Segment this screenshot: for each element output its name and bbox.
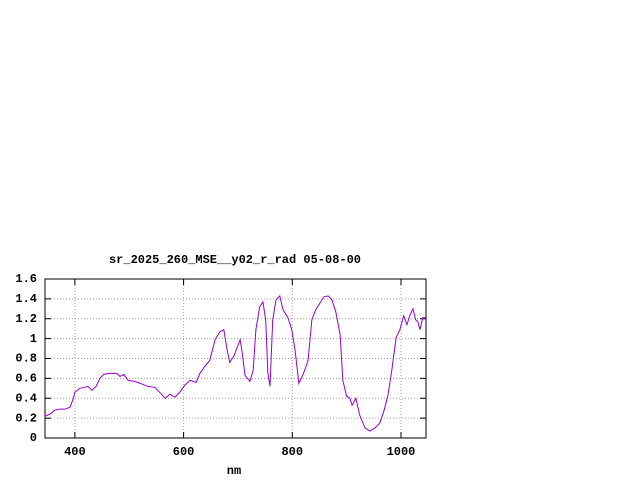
- x-tick-label: 800: [281, 445, 303, 459]
- y-tick-label: 0.8: [15, 352, 37, 366]
- y-tick-label: 0.6: [15, 372, 37, 386]
- y-tick-label: 1.2: [15, 312, 37, 326]
- data-line: [44, 294, 426, 432]
- chart-title: sr_2025_260_MSE__y02_r_rad 05-08-00: [109, 253, 361, 267]
- y-tick-label: 0.2: [15, 411, 37, 425]
- y-tick-label: 0: [30, 431, 37, 445]
- x-tick-label: 1000: [387, 445, 416, 459]
- x-tick-label: 600: [173, 445, 195, 459]
- x-axis-label: nm: [227, 464, 241, 478]
- x-tick-label: 400: [64, 445, 86, 459]
- y-tick-label: 1: [30, 332, 37, 346]
- plot-border: [44, 278, 427, 439]
- y-tick-label: 1.4: [15, 292, 37, 306]
- y-tick-label: 0.4: [15, 391, 37, 405]
- y-tick-label: 1.6: [15, 272, 37, 286]
